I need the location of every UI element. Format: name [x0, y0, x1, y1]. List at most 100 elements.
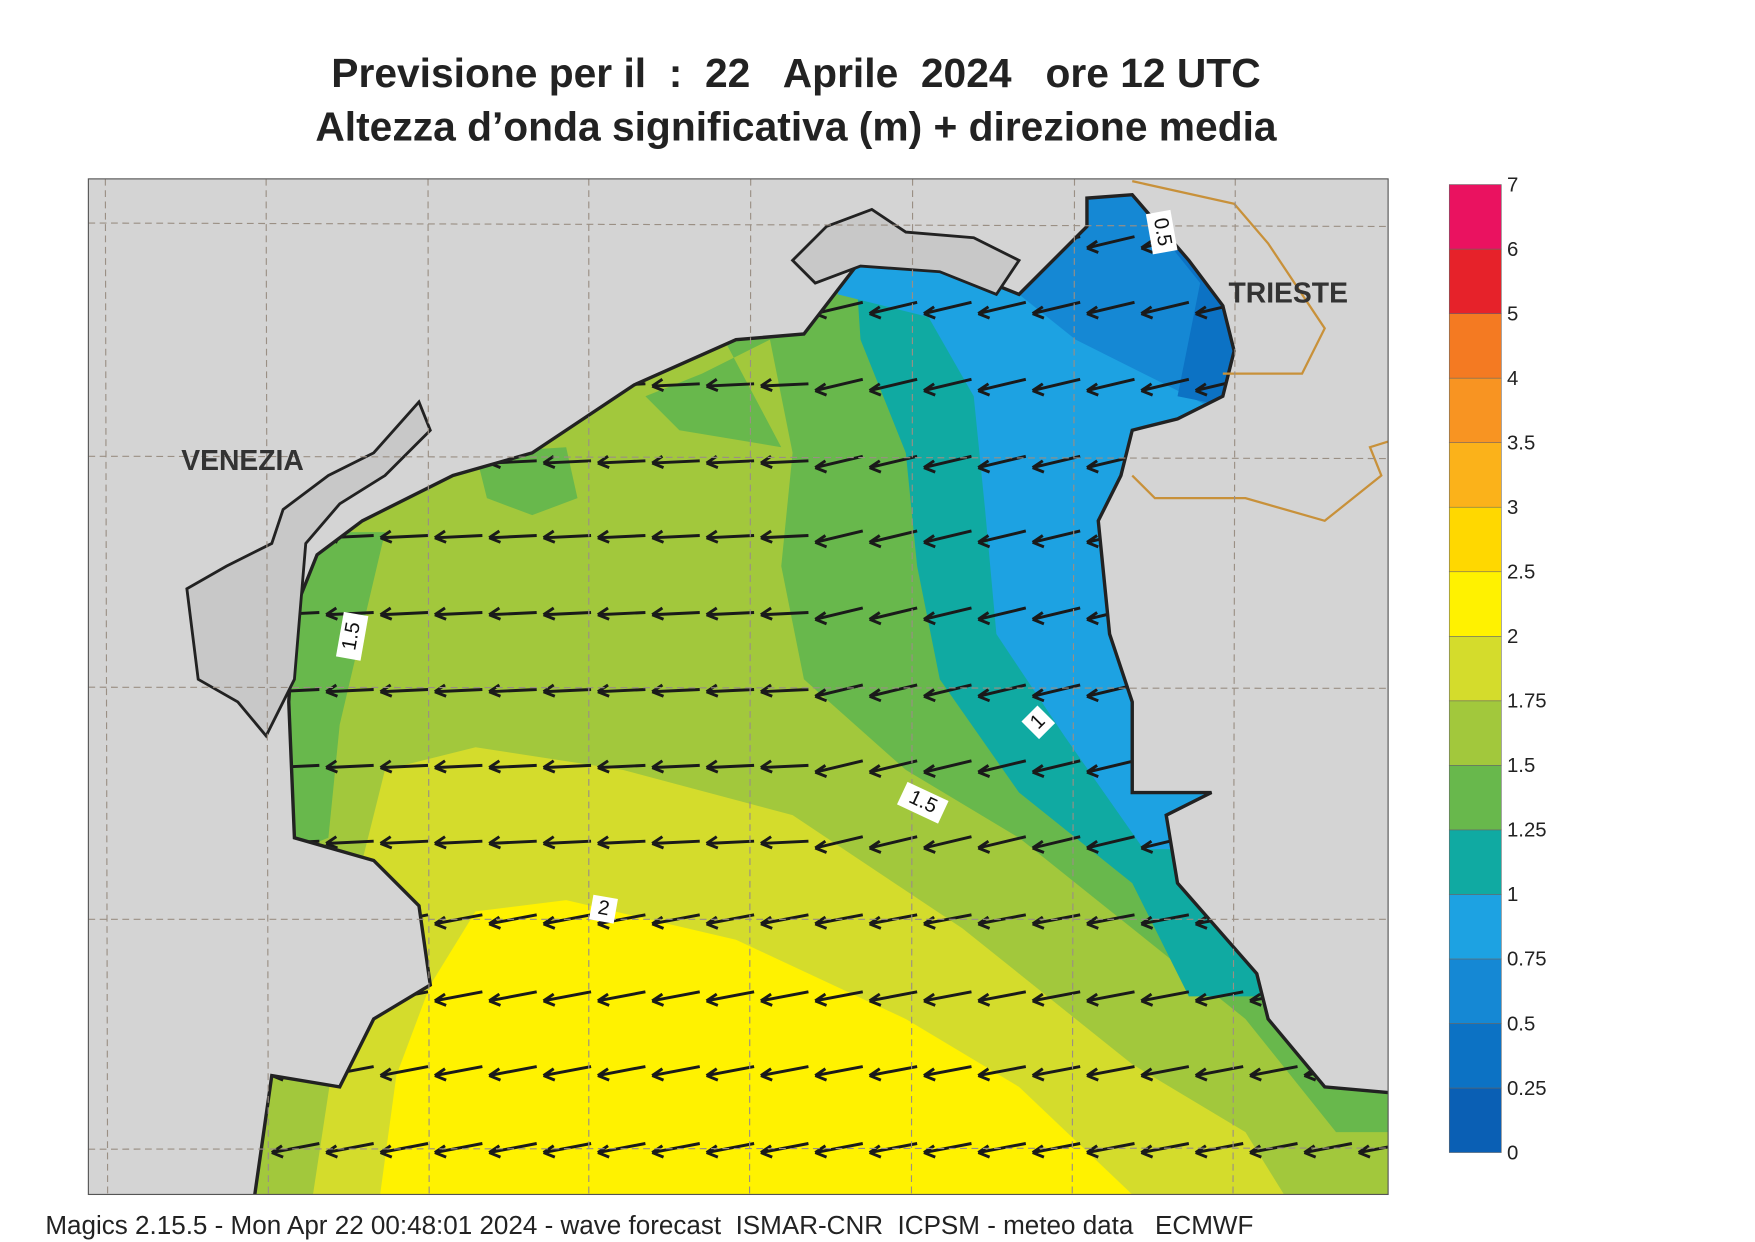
arrow	[1249, 1142, 1298, 1159]
arrow	[1031, 835, 1081, 854]
arrow	[488, 990, 537, 1007]
arrow	[977, 683, 1027, 703]
contour-label-text: 1.5	[338, 620, 365, 652]
arrow	[760, 529, 809, 544]
coastline	[253, 192, 1389, 1195]
arrow	[923, 377, 972, 397]
arrow	[1194, 990, 1244, 1007]
arrow	[760, 683, 809, 698]
arrow	[434, 913, 483, 930]
colorbar: 0 0.25 0.5 0.75 1 1.25 1.5 1.75 2 2.5 3 3.5 4 5 6 7	[1448, 174, 1547, 1164]
arrow	[488, 835, 537, 850]
arrow	[868, 835, 918, 854]
colorbar-swatch	[1448, 700, 1502, 766]
arrow	[597, 606, 646, 621]
contour-label: 0.5	[1145, 209, 1178, 255]
graticule	[88, 178, 1389, 1195]
arrow	[1086, 1065, 1135, 1082]
arrow	[868, 1065, 918, 1082]
colorbar-label: 1.75	[1507, 691, 1547, 713]
colorbar-swatch	[1448, 377, 1502, 443]
arrow	[923, 1065, 972, 1082]
contour-label: 1.5	[335, 611, 369, 661]
arrow	[1031, 377, 1081, 397]
arrow	[379, 683, 429, 698]
arrow	[923, 990, 972, 1007]
arrow	[488, 529, 537, 544]
place-label: VENEZIA	[181, 444, 304, 476]
arrow	[651, 1065, 701, 1082]
arrow	[760, 759, 809, 774]
arrow	[1086, 377, 1135, 397]
arrow	[651, 835, 700, 850]
arrow	[1031, 529, 1081, 549]
arrow	[705, 759, 755, 774]
arrow	[542, 835, 592, 850]
arrow	[597, 1065, 646, 1082]
colorbar-label: 0	[1507, 1142, 1518, 1164]
arrow	[434, 529, 483, 544]
colorbar-swatch	[1448, 636, 1502, 702]
arrow	[1086, 300, 1135, 320]
arrow	[1086, 235, 1135, 254]
colorbar-swatch	[1448, 571, 1502, 637]
arrow	[542, 1142, 592, 1159]
arrow	[597, 455, 646, 469]
arrow	[434, 683, 483, 698]
arrow	[977, 1065, 1027, 1082]
arrow	[705, 990, 755, 1007]
colorbar-label: 2	[1507, 626, 1518, 648]
arrow	[488, 1065, 537, 1082]
arrow	[868, 990, 918, 1007]
colorbar-swatch	[1448, 1023, 1502, 1089]
arrow	[923, 300, 972, 320]
arrow	[760, 606, 809, 621]
arrow	[597, 683, 646, 698]
colorbar-label: 1.5	[1507, 755, 1535, 777]
colorbar-label: 3.5	[1507, 432, 1535, 454]
arrow	[1086, 835, 1135, 854]
arrow	[1140, 300, 1190, 320]
colorbar-label: 4	[1507, 368, 1518, 390]
arrow	[379, 529, 429, 544]
arrow	[868, 300, 918, 320]
arrow	[542, 683, 592, 698]
arrow	[434, 835, 483, 850]
arrow	[488, 606, 537, 621]
arrow	[434, 990, 483, 1007]
arrow	[977, 835, 1027, 854]
arrow	[1031, 454, 1081, 474]
arrow	[705, 378, 755, 392]
arrow	[379, 835, 429, 850]
arrow	[814, 529, 864, 549]
arrow	[868, 759, 918, 779]
arrow	[1194, 1142, 1244, 1159]
arrow	[379, 606, 429, 621]
arrow	[923, 913, 972, 930]
arrow	[814, 990, 864, 1007]
arrow	[923, 1142, 972, 1159]
arrow	[868, 606, 918, 626]
arrow	[1031, 990, 1081, 1007]
arrow	[977, 529, 1027, 549]
arrow	[1031, 759, 1081, 779]
colorbar-label: 7	[1507, 174, 1518, 196]
arrow	[597, 835, 646, 850]
arrow	[977, 990, 1027, 1007]
arrow	[1140, 990, 1190, 1007]
arrow	[868, 529, 918, 549]
arrow	[1140, 377, 1190, 397]
arrow	[651, 683, 700, 698]
arrow	[488, 1142, 537, 1159]
arrow	[923, 606, 972, 626]
border	[1131, 180, 1389, 523]
colorbar-label: 0.75	[1507, 949, 1547, 971]
colorbar-label: 5	[1507, 303, 1518, 325]
arrow	[542, 455, 592, 469]
arrow	[814, 1065, 864, 1082]
arrow	[705, 913, 755, 930]
colorbar-swatch	[1448, 506, 1502, 573]
arrow	[977, 913, 1027, 930]
arrow	[814, 759, 864, 779]
arrow	[597, 759, 646, 774]
